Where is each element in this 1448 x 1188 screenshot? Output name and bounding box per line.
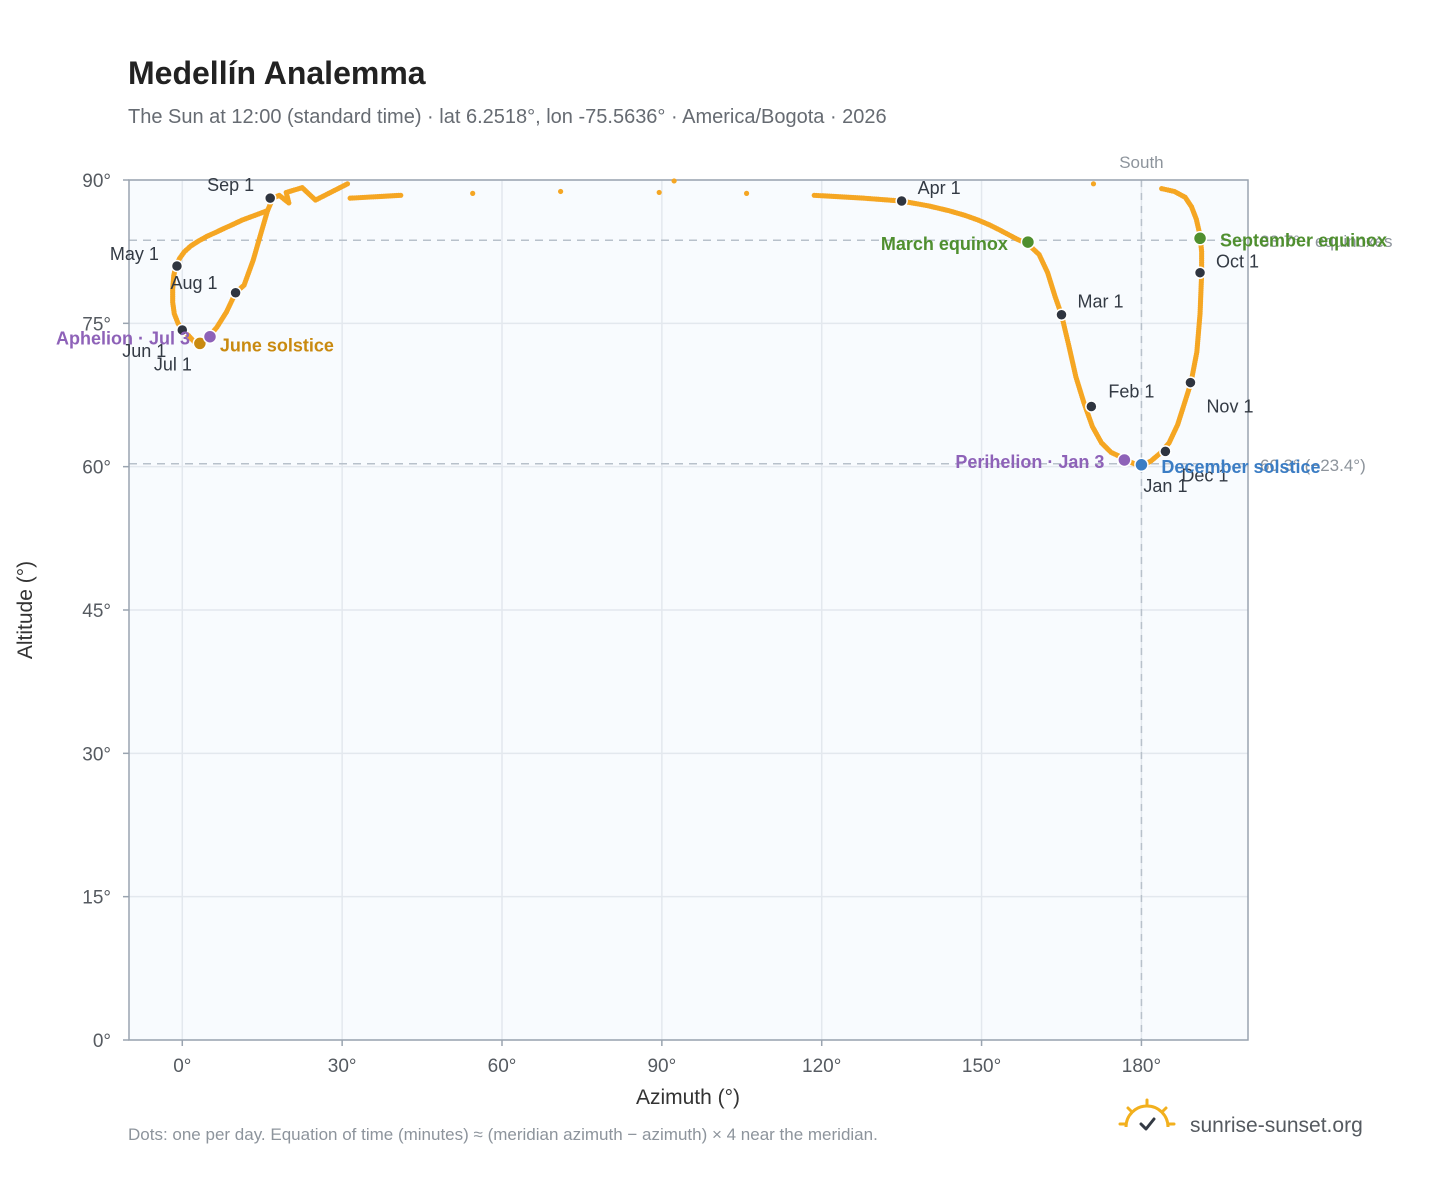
event-marker xyxy=(192,336,208,351)
month-marker xyxy=(1184,376,1197,389)
month-label: Jan 1 xyxy=(1143,476,1187,496)
event-markers: March equinox September equinox June solst… xyxy=(56,230,1387,476)
y-tick-label: 0° xyxy=(93,1031,111,1052)
y-tick-label: 15° xyxy=(82,888,111,909)
month-label: Nov 1 xyxy=(1206,397,1253,417)
x-axis-ticks: 0° 30° 60° 90° 120° 150° 180° xyxy=(173,1040,1161,1077)
daily-point xyxy=(656,189,662,196)
x-axis-label: Azimuth (°) xyxy=(636,1086,740,1109)
month-marker xyxy=(229,286,242,300)
month-label: Mar 1 xyxy=(1078,292,1124,312)
month-label: Sep 1 xyxy=(207,175,254,195)
y-axis-ticks: 0° 15° 30° 45° 60° 75° 90° xyxy=(82,171,129,1052)
daily-point xyxy=(1159,186,1165,192)
x-tick-label: 0° xyxy=(173,1056,191,1077)
daily-sun-points xyxy=(170,178,1205,468)
daily-point xyxy=(1090,181,1097,187)
y-axis-label: Altitude (°) xyxy=(14,561,37,659)
reference-lines: South 83.7° · equinoxes 60.3° (−23.4°) xyxy=(129,153,1393,1040)
month-marker xyxy=(1085,400,1098,413)
x-tick-label: 90° xyxy=(647,1056,676,1077)
chart-title: Medellín Analemma xyxy=(128,55,426,91)
event-label: Aphelion · Jul 3 xyxy=(56,329,190,349)
event-marker xyxy=(1134,457,1149,473)
december-solstice-altitude-label: 60.3° (−23.4°) xyxy=(1260,456,1366,475)
x-tick-label: 30° xyxy=(328,1056,357,1077)
daily-point xyxy=(264,207,271,214)
sun-logo-icon xyxy=(1118,1098,1176,1131)
month-marker xyxy=(263,191,277,205)
daily-point xyxy=(558,188,564,195)
month-label: Feb 1 xyxy=(1108,381,1154,401)
footer-note: Dots: one per day. Equation of time (min… xyxy=(128,1125,878,1144)
brand-name: sunrise-sunset.org xyxy=(1190,1114,1363,1137)
daily-point xyxy=(743,190,750,196)
month-label: Jul 1 xyxy=(154,354,192,374)
y-tick-label: 45° xyxy=(82,601,111,622)
event-label: March equinox xyxy=(881,234,1008,254)
x-tick-label: 120° xyxy=(802,1056,841,1077)
month-label: Apr 1 xyxy=(918,178,961,198)
chart-subtitle: The Sun at 12:00 (standard time) · lat 6… xyxy=(128,106,887,128)
month-label: May 1 xyxy=(110,244,159,264)
month-marker xyxy=(1193,266,1207,279)
month-marker xyxy=(1159,445,1172,458)
daily-point xyxy=(398,192,404,198)
month-label: Aug 1 xyxy=(171,273,218,293)
month-label: Jun 1 xyxy=(122,341,166,361)
event-marker xyxy=(1117,452,1132,468)
y-tick-label: 30° xyxy=(82,744,111,765)
event-label: Perihelion · Jan 3 xyxy=(955,452,1104,472)
event-marker xyxy=(1020,234,1036,250)
daily-point xyxy=(671,178,677,184)
event-marker xyxy=(202,329,218,344)
y-tick-label: 60° xyxy=(82,458,111,479)
south-label: South xyxy=(1119,153,1163,172)
event-marker xyxy=(1192,231,1208,246)
x-tick-label: 60° xyxy=(488,1056,517,1077)
month-marker xyxy=(170,259,184,273)
month-label: Dec 1 xyxy=(1181,465,1228,485)
y-tick-label: 90° xyxy=(82,171,111,192)
event-label: September equinox xyxy=(1220,230,1387,250)
daily-point xyxy=(470,190,476,196)
x-tick-label: 180° xyxy=(1122,1056,1161,1077)
month-label: Oct 1 xyxy=(1216,252,1259,272)
event-label: June solstice xyxy=(220,335,334,355)
equinox-altitude-label: 83.7° · equinoxes xyxy=(1260,232,1393,251)
y-tick-label: 75° xyxy=(82,314,111,335)
month-marker xyxy=(176,323,189,337)
month-marker xyxy=(1055,308,1068,321)
x-tick-label: 150° xyxy=(962,1056,1001,1077)
month-marker xyxy=(895,194,908,208)
event-label: December solstice xyxy=(1161,457,1320,477)
